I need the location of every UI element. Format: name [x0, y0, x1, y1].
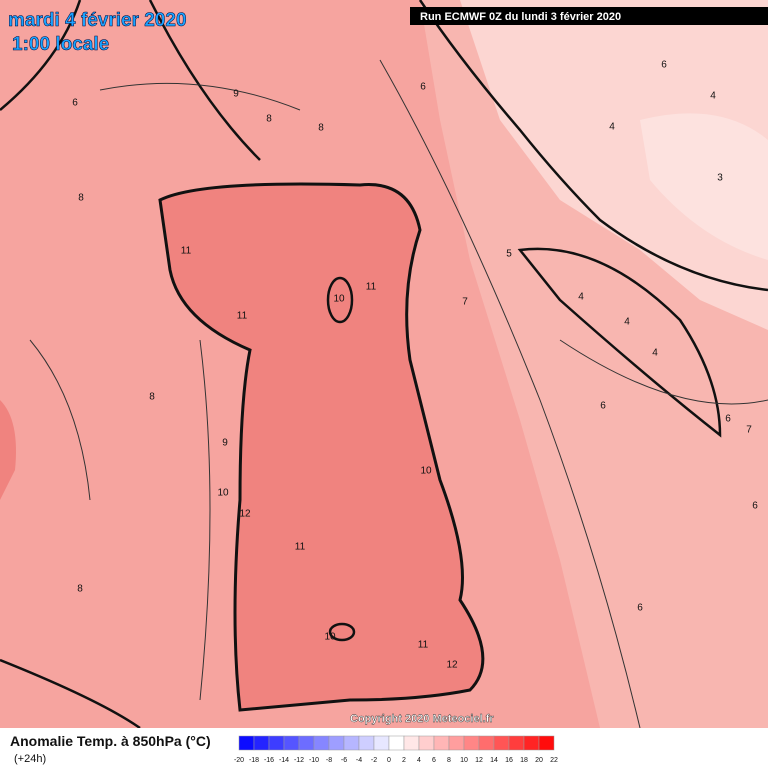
- scale-label: -12: [294, 757, 304, 764]
- contour-label: 8: [78, 193, 84, 204]
- scale-swatch: [268, 735, 285, 751]
- scale-swatch: [388, 735, 405, 751]
- contour-label: 9: [222, 438, 228, 449]
- contour-label: 4: [624, 317, 630, 328]
- scale-swatch: [433, 735, 450, 751]
- scale-swatch: [313, 735, 330, 751]
- scale-swatch: [343, 735, 360, 751]
- time-label: 1:00 locale: [12, 34, 109, 55]
- contour-label: 11: [366, 282, 377, 293]
- cooler-area: [460, 0, 768, 330]
- scale-swatch: [283, 735, 300, 751]
- run-banner: [410, 7, 768, 25]
- contour-label: 6: [661, 60, 667, 71]
- contour-label: 11: [181, 246, 192, 257]
- contour-label: 8: [318, 123, 324, 134]
- contour-label: 10: [324, 632, 336, 643]
- date-label: mardi 4 février 2020: [8, 10, 187, 31]
- scale-label: 4: [417, 757, 421, 764]
- contour-label: 6: [600, 401, 606, 412]
- scale-swatch: [538, 735, 555, 751]
- contour-label: 4: [578, 292, 584, 303]
- contour-thin: [29, 59, 768, 729]
- contour-label: 8: [149, 392, 155, 403]
- scale-label: 0: [387, 757, 391, 764]
- contour-label: 9: [233, 89, 239, 100]
- copyright: Copyright 2020 Meteociel.fr: [350, 713, 494, 725]
- contour-label: 6: [752, 501, 758, 512]
- run-label: Run ECMWF 0Z du lundi 3 février 2020: [420, 11, 621, 23]
- scale-label: -14: [279, 757, 289, 764]
- scale-label: -10: [309, 757, 319, 764]
- contour-label: 11: [237, 311, 248, 322]
- scale-swatch: [358, 735, 375, 751]
- contour-label: 11: [418, 640, 429, 651]
- contour-label: 10: [333, 294, 345, 305]
- contour-label: 8: [77, 584, 83, 595]
- contour-label: 4: [652, 348, 658, 359]
- contour-label: 7: [462, 297, 468, 308]
- scale-swatch: [403, 735, 420, 751]
- scale-label: 2: [402, 757, 406, 764]
- contour-label: 6: [725, 414, 731, 425]
- contour-label: 10: [420, 466, 432, 477]
- scale-label: 22: [550, 757, 558, 764]
- scale-swatch: [238, 735, 255, 751]
- contour-ring: [326, 276, 354, 324]
- scale-swatch: [493, 735, 510, 751]
- scale-swatch: [523, 735, 540, 751]
- scale-swatch: [298, 735, 315, 751]
- scale-label: -6: [341, 757, 347, 764]
- scale-label: -4: [356, 757, 362, 764]
- scale-label: -18: [249, 757, 259, 764]
- lead-time: (+24h): [14, 753, 46, 765]
- contour-ring: [328, 622, 356, 642]
- scale-label: -2: [371, 757, 377, 764]
- scale-label: -16: [264, 757, 274, 764]
- contour-label: 5: [506, 249, 512, 260]
- scale-swatch: [373, 735, 390, 751]
- scale-label: 8: [447, 757, 451, 764]
- contour-label: 6: [637, 603, 643, 614]
- scale-label: 16: [505, 757, 513, 764]
- scale-swatch: [508, 735, 525, 751]
- contour-label: 3: [717, 173, 723, 184]
- contour-label: 10: [217, 488, 229, 499]
- scale-swatch: [253, 735, 270, 751]
- scale-swatch: [463, 735, 480, 751]
- warm-edge: [0, 400, 16, 500]
- contour-label: 7: [746, 425, 752, 436]
- scale-swatch: [448, 735, 465, 751]
- scale-swatch: [478, 735, 495, 751]
- contour-label: 8: [266, 114, 272, 125]
- scale-label: 14: [490, 757, 498, 764]
- contour-bold: [0, 0, 768, 730]
- contour-label: 11: [295, 542, 306, 553]
- scale-label: 18: [520, 757, 528, 764]
- warmest-area: [158, 182, 485, 712]
- contour-label: 6: [72, 98, 78, 109]
- contour-label: 12: [239, 509, 251, 520]
- scale-label: 6: [432, 757, 436, 764]
- legend-title: Anomalie Temp. à 850hPa (°C): [10, 733, 211, 749]
- scale-swatch: [418, 735, 435, 751]
- scale-swatch: [328, 735, 345, 751]
- contour-label: 12: [446, 660, 458, 671]
- contour-label: 4: [710, 91, 716, 102]
- contour-label: 4: [609, 122, 615, 133]
- scale-label: -8: [326, 757, 332, 764]
- cool-area: [640, 113, 768, 260]
- scale-label: -20: [234, 757, 244, 764]
- scale-label: 20: [535, 757, 543, 764]
- contour-label: 6: [420, 82, 426, 93]
- scale-label: 12: [475, 757, 483, 764]
- scale-label: 10: [460, 757, 468, 764]
